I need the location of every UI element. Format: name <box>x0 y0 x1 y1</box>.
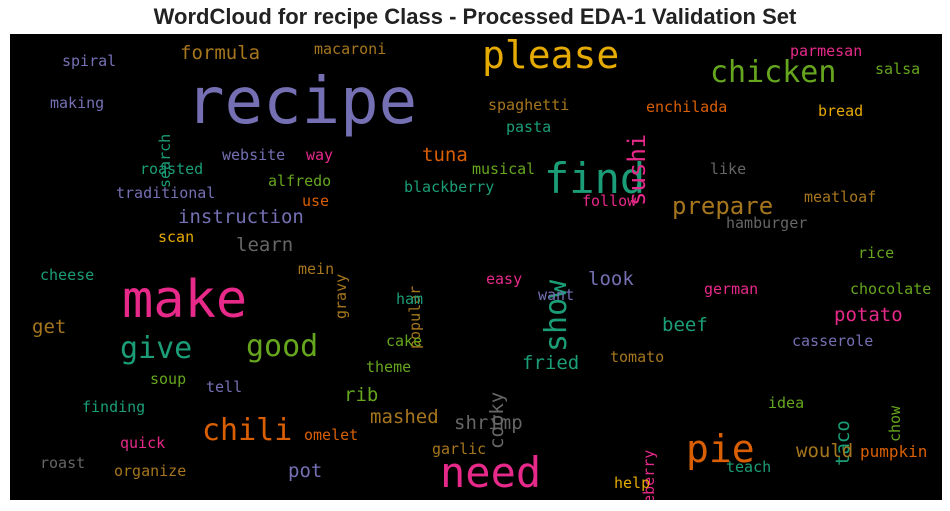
word-blackberry: blackberry <box>404 178 495 196</box>
word-would: would <box>796 440 854 462</box>
word-chocolate: chocolate <box>850 280 932 298</box>
word-want: want <box>538 286 575 304</box>
word-casserole: casserole <box>792 332 874 350</box>
word-enchilada: enchilada <box>646 98 728 116</box>
word-german: german <box>704 280 759 298</box>
word-look: look <box>588 268 634 290</box>
word-roasted: roasted <box>140 160 204 178</box>
word-ham: ham <box>396 290 424 308</box>
word-instruction: instruction <box>178 206 304 228</box>
word-cloud-canvas: recipe make need find please pie chili show chic… <box>10 34 942 500</box>
word-like: like <box>710 160 747 178</box>
word-garlic: garlic <box>432 440 487 458</box>
word-pasta: pasta <box>506 118 552 136</box>
word-finding: finding <box>82 398 146 416</box>
word-way: way <box>306 146 334 164</box>
word-easy: easy <box>486 270 523 288</box>
word-help: help <box>614 474 651 492</box>
word-good: good <box>246 329 319 364</box>
word-theme: theme <box>366 358 412 376</box>
word-please: please <box>482 34 620 77</box>
word-teach: teach <box>726 458 772 476</box>
word-roast: roast <box>40 454 86 472</box>
word-chow: chow <box>886 405 904 442</box>
word-omelet: omelet <box>304 426 359 444</box>
word-musical: musical <box>472 160 536 178</box>
word-follow: follow <box>582 192 637 210</box>
word-gravy: gravy <box>332 273 350 319</box>
word-rib: rib <box>344 384 379 406</box>
word-give: give <box>120 331 193 366</box>
word-mashed: mashed <box>370 406 439 428</box>
word-organize: organize <box>114 462 187 480</box>
word-bread: bread <box>818 102 864 120</box>
word-pumpkin: pumpkin <box>860 442 928 461</box>
word-cake: cake <box>386 332 423 350</box>
word-get: get <box>32 316 67 338</box>
chart-title: WordCloud for recipe Class - Processed E… <box>153 4 797 29</box>
word-make: make <box>122 270 248 330</box>
word-mein: mein <box>298 260 335 278</box>
word-hamburger: hamburger <box>726 214 808 232</box>
word-use: use <box>302 192 330 210</box>
word-parmesan: parmesan <box>790 42 863 60</box>
word-formula: formula <box>180 42 261 64</box>
word-cheese: cheese <box>40 266 95 284</box>
word-spiral: spiral <box>62 52 117 70</box>
word-recipe: recipe <box>186 65 418 139</box>
word-find: find <box>544 154 646 203</box>
word-scan: scan <box>158 228 195 246</box>
word-chili: chili <box>202 413 293 448</box>
word-soup: soup <box>150 370 187 388</box>
word-potato: potato <box>834 304 903 326</box>
word-alfredo: alfredo <box>268 172 332 190</box>
word-pot: pot <box>288 460 323 482</box>
word-macaroni: macaroni <box>314 40 387 58</box>
word-salsa: salsa <box>875 60 921 78</box>
word-beef: beef <box>662 314 708 336</box>
word-tuna: tuna <box>422 144 468 166</box>
word-quick: quick <box>120 434 166 452</box>
word-learn: learn <box>236 234 294 256</box>
word-website: website <box>222 146 286 164</box>
word-spaghetti: spaghetti <box>488 96 570 114</box>
word-pie: pie <box>686 427 755 471</box>
word-shrimp: shrimp <box>454 412 523 434</box>
word-making: making <box>50 94 105 112</box>
word-tomato: tomato <box>610 348 665 366</box>
word-rice: rice <box>858 244 895 262</box>
word-fried: fried <box>522 352 580 374</box>
word-tell: tell <box>206 378 243 396</box>
word-traditional: traditional <box>116 184 216 202</box>
word-meatloaf: meatloaf <box>804 188 877 206</box>
word-prepare: prepare <box>672 192 774 220</box>
word-chicken: chicken <box>710 55 837 90</box>
word-idea: idea <box>768 394 805 412</box>
word-need: need <box>440 448 542 497</box>
